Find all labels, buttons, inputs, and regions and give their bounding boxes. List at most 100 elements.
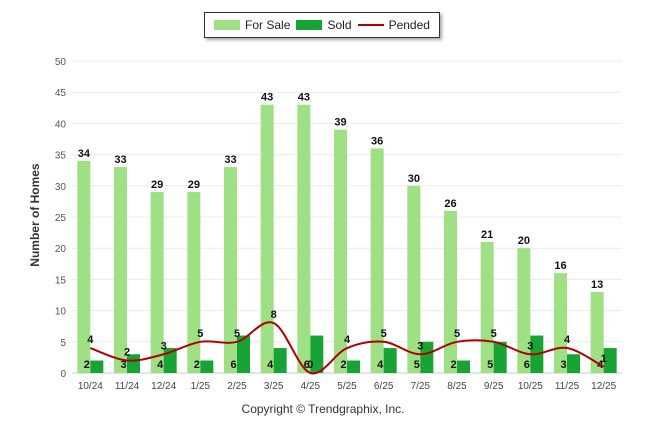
x-tick-label: 3/25	[264, 381, 284, 392]
data-label-for-sale: 43	[261, 92, 273, 104]
x-tick-label: 7/25	[411, 381, 431, 392]
data-label-sold: 3	[560, 359, 566, 371]
data-label-sold: 2	[340, 359, 346, 371]
pended-swatch	[357, 24, 384, 26]
bar-sold	[273, 348, 287, 373]
bar-for-sale	[77, 160, 91, 373]
bar-for-sale	[370, 148, 384, 373]
data-label-pended: 5	[381, 328, 387, 340]
sold-swatch	[296, 20, 323, 30]
data-label-for-sale: 34	[78, 148, 91, 160]
data-label-pended: 2	[124, 347, 130, 359]
data-label-sold: 5	[487, 359, 493, 371]
data-label-sold: 4	[267, 359, 274, 371]
y-tick-label: 20	[55, 244, 67, 255]
x-tick-label: 1/25	[191, 381, 211, 392]
bar-sold	[493, 341, 507, 373]
data-label-pended: 5	[197, 328, 203, 340]
bar-for-sale	[150, 192, 164, 373]
data-label-pended: 0	[307, 359, 313, 371]
x-tick-label: 10/24	[78, 381, 103, 392]
legend-item-pended[interactable]: Pended	[357, 18, 430, 32]
data-label-for-sale: 30	[408, 173, 420, 185]
x-tick-label: 10/25	[518, 381, 543, 392]
data-label-for-sale: 33	[114, 154, 126, 166]
data-label-pended: 3	[527, 340, 533, 352]
bar-for-sale	[517, 248, 531, 373]
data-label-pended: 3	[161, 340, 167, 352]
bar-for-sale	[480, 241, 494, 373]
y-tick-label: 50	[55, 57, 67, 68]
data-label-for-sale: 13	[591, 279, 603, 291]
data-label-sold: 5	[414, 359, 420, 371]
y-tick-label: 0	[60, 369, 66, 380]
data-label-pended: 4	[344, 334, 351, 346]
x-tick-label: 11/24	[115, 381, 140, 392]
data-label-pended: 4	[564, 334, 571, 346]
data-label-pended: 5	[454, 328, 460, 340]
data-label-pended: 5	[234, 328, 240, 340]
data-label-pended: 5	[491, 328, 497, 340]
x-tick-label: 6/25	[374, 381, 394, 392]
y-tick-label: 15	[55, 275, 67, 286]
bar-sold	[310, 335, 324, 373]
data-label-sold: 6	[524, 359, 530, 371]
data-label-for-sale: 20	[518, 235, 530, 247]
bar-sold	[567, 354, 580, 373]
bar-for-sale	[114, 167, 127, 373]
legend: For Sale Sold Pended	[204, 12, 440, 38]
bar-sold	[127, 354, 140, 373]
bar-for-sale	[187, 192, 201, 373]
data-label-for-sale: 43	[298, 92, 310, 104]
data-label-sold: 2	[450, 359, 456, 371]
data-label-sold: 4	[377, 359, 384, 371]
data-label-for-sale: 33	[224, 154, 236, 166]
bar-sold	[603, 348, 617, 373]
data-label-for-sale: 36	[371, 135, 383, 147]
data-label-for-sale: 26	[444, 198, 456, 210]
data-label-for-sale: 39	[334, 117, 346, 129]
legend-item-sold[interactable]: Sold	[296, 18, 352, 32]
bar-for-sale	[334, 129, 347, 373]
y-tick-label: 10	[55, 307, 67, 318]
y-tick-label: 45	[55, 88, 67, 99]
y-tick-label: 35	[55, 151, 67, 162]
data-label-sold: 3	[120, 359, 126, 371]
copyright-text: Copyright © Trendgraphix, Inc.	[241, 402, 405, 416]
bar-sold	[420, 341, 434, 373]
bar-for-sale	[297, 104, 311, 374]
legend-label-pended: Pended	[388, 18, 430, 32]
x-tick-label: 2/25	[227, 381, 247, 392]
for-sale-swatch	[214, 20, 241, 30]
y-tick-label: 30	[55, 182, 67, 193]
data-label-pended: 3	[417, 340, 423, 352]
y-tick-label: 25	[55, 213, 67, 224]
data-label-pended: 1	[601, 353, 607, 365]
data-label-for-sale: 16	[554, 260, 566, 272]
x-tick-label: 5/25	[337, 381, 357, 392]
legend-label-sold: Sold	[327, 18, 352, 32]
legend-item-for-sale[interactable]: For Sale	[214, 18, 290, 32]
bar-sold	[347, 360, 360, 373]
data-label-for-sale: 29	[188, 179, 200, 191]
bar-for-sale	[590, 291, 604, 373]
data-label-sold: 6	[304, 359, 310, 371]
y-axis-title: Number of Homes	[28, 163, 42, 267]
data-label-for-sale: 21	[481, 229, 493, 241]
data-label-sold: 6	[230, 359, 236, 371]
data-label-for-sale: 29	[151, 179, 163, 191]
x-tick-label: 12/24	[151, 381, 176, 392]
data-label-sold: 2	[84, 359, 90, 371]
data-label-pended: 4	[87, 334, 94, 346]
data-label-pended: 8	[271, 309, 277, 321]
legend-label-for-sale: For Sale	[245, 18, 291, 32]
y-tick-label: 40	[55, 119, 67, 130]
bar-for-sale	[407, 185, 421, 373]
bar-sold	[90, 360, 104, 373]
bar-sold	[383, 348, 397, 373]
bar-for-sale	[444, 210, 457, 373]
x-tick-label: 4/25	[301, 381, 321, 392]
x-tick-label: 11/25	[555, 381, 580, 392]
data-label-sold: 4	[157, 359, 164, 371]
